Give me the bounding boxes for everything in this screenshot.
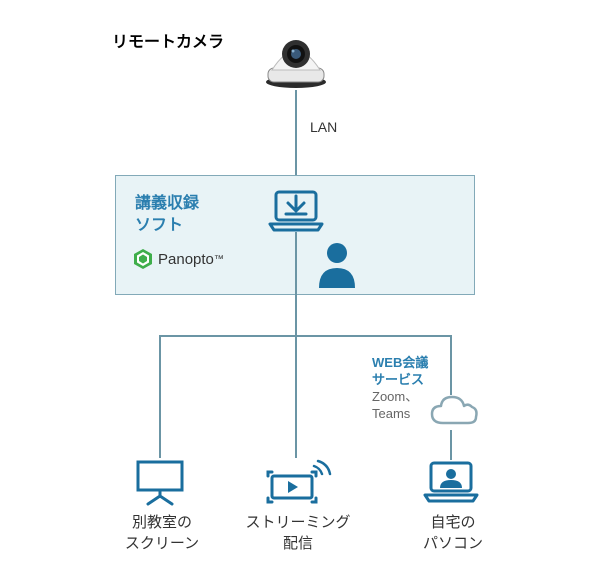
software-title-line1: 講義収録 [135, 193, 199, 215]
home-label: 自宅の パソコン [418, 512, 488, 554]
line-right-down-1 [450, 335, 452, 395]
software-title: 講義収録 ソフト [135, 193, 199, 236]
screen-label-1: 別教室の [120, 512, 204, 533]
stream-label-1: ストリーミング [240, 512, 356, 533]
home-label-2: パソコン [418, 533, 488, 554]
cloud-icon [428, 393, 480, 436]
panopto-logo: Panopto™ [132, 248, 224, 270]
webconf-sub1: Zoom、 [372, 389, 428, 406]
diagram-canvas: リモートカメラ LAN 講義収録 ソフト Panopto™ [0, 0, 592, 575]
software-title-line2: ソフト [135, 215, 199, 237]
line-left-down [159, 335, 161, 458]
home-label-1: 自宅の [418, 512, 488, 533]
webconf-line1: WEB会議 [372, 355, 428, 372]
webconf-line2: サービス [372, 372, 428, 389]
screen-label-2: スクリーン [120, 533, 204, 554]
webconf-sub2: Teams [372, 406, 428, 423]
camera-title: リモートカメラ [112, 28, 224, 52]
home-pc-icon [422, 460, 480, 509]
panopto-tm: ™ [214, 254, 224, 265]
lan-label: LAN [310, 118, 337, 138]
line-branch-h [159, 335, 452, 337]
camera-icon [258, 20, 334, 90]
stream-label: ストリーミング 配信 [240, 512, 356, 554]
stream-label-2: 配信 [240, 533, 356, 554]
person-icon [315, 240, 359, 293]
panopto-icon [132, 248, 154, 270]
screen-icon [134, 458, 186, 511]
screen-label: 別教室の スクリーン [120, 512, 204, 554]
streaming-icon [262, 458, 336, 513]
line-center-through [295, 232, 297, 458]
webconf-block: WEB会議 サービス Zoom、 Teams [372, 355, 428, 423]
laptop-download-icon [268, 190, 324, 237]
panopto-brand: Panopto [158, 251, 214, 268]
